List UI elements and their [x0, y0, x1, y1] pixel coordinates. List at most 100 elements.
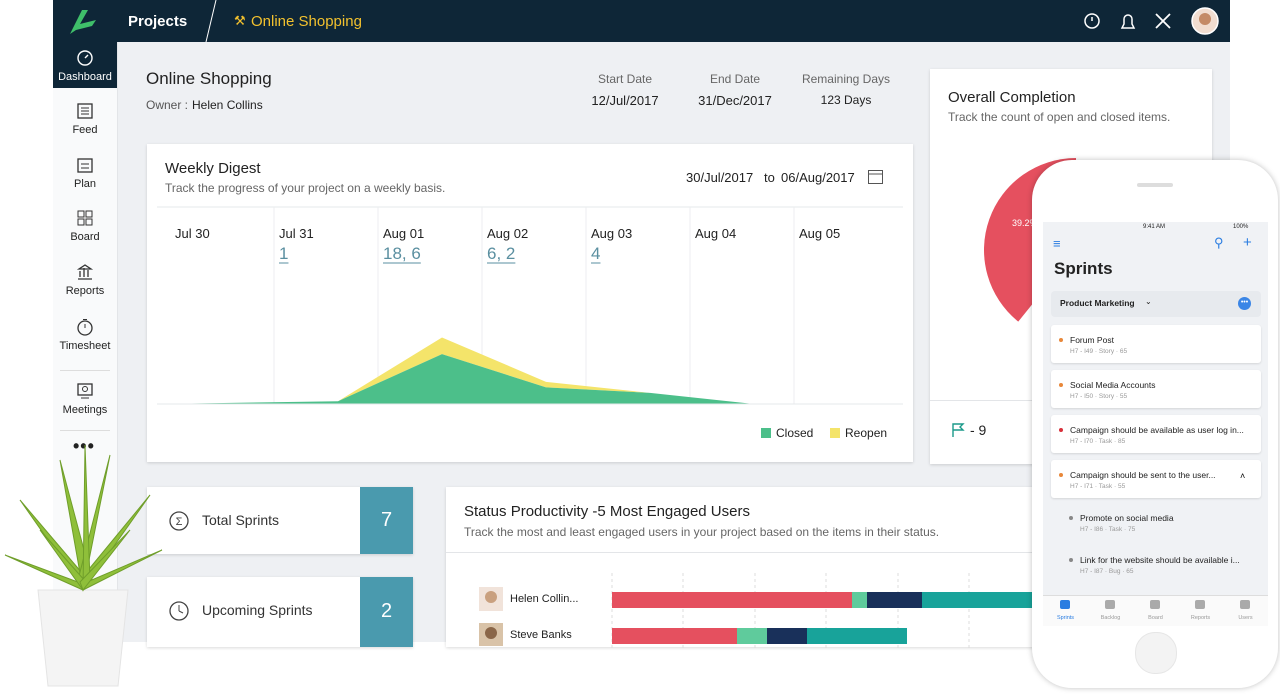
day-label: Aug 02 — [487, 226, 528, 241]
tab-label[interactable]: Sprints — [1056, 615, 1075, 621]
nav-label: Dashboard — [58, 71, 112, 83]
phone-item[interactable]: Promote on social media H7 - I86 · Task ·… — [1051, 503, 1261, 537]
more[interactable]: ••• — [73, 436, 95, 456]
nav-timesheet[interactable]: Timesheet — [53, 318, 117, 352]
nav-dashboard[interactable]: Dashboard — [53, 49, 117, 83]
item-title: Forum Post — [1070, 335, 1114, 345]
flag-count: - 9 — [970, 422, 987, 438]
svg-text:Σ: Σ — [176, 516, 183, 528]
status-segment — [612, 628, 737, 644]
day-count: 6, 2 — [487, 244, 515, 263]
home-button[interactable] — [1135, 632, 1177, 674]
range-from: 30/Jul/2017 — [686, 170, 754, 185]
filter-label: Product Marketing — [1060, 298, 1135, 308]
tab-label[interactable]: Users — [1238, 615, 1253, 621]
tab-label[interactable]: Reports — [1190, 615, 1211, 621]
owner-label: Owner : — [146, 98, 189, 112]
meta-kind: Bug — [1108, 568, 1121, 575]
nav-projects[interactable]: Projects — [128, 13, 188, 30]
phone-battery: 100% — [1233, 224, 1249, 230]
item-title: Social Media Accounts — [1070, 380, 1156, 390]
status-dot — [1059, 338, 1063, 342]
status-title: Status Productivity -5 Most Engaged User… — [464, 503, 750, 520]
status-chart — [611, 573, 1032, 648]
tab-icon[interactable] — [1060, 600, 1070, 609]
legend-label[interactable]: Reopen — [845, 426, 887, 440]
legend-label[interactable]: Closed — [776, 426, 813, 440]
tab-icon[interactable] — [1240, 600, 1250, 609]
status-segment — [867, 592, 922, 608]
phone-menu[interactable]: ≡ — [1053, 236, 1061, 251]
meta-kind: Story — [1098, 393, 1115, 400]
top-icons[interactable] — [1080, 8, 1180, 34]
nav-meetings[interactable]: Meetings — [53, 382, 117, 416]
nav-label: Meetings — [62, 404, 108, 416]
phone-item[interactable]: Link for the website should be available… — [1051, 545, 1261, 583]
meta-points: 65 — [1119, 348, 1128, 355]
day-label: Aug 04 — [695, 226, 736, 241]
meta-points: 75 — [1127, 526, 1136, 533]
range-sep: to — [764, 170, 775, 185]
phone-filter[interactable] — [1051, 291, 1261, 317]
nav-board[interactable]: Board — [53, 209, 117, 243]
meta-id: H7 - I87 — [1080, 568, 1104, 575]
phone-time: 9:41 AM — [1143, 224, 1166, 230]
nav-label: Board — [70, 231, 100, 243]
phone-item[interactable]: Forum Post H7 - I49 · Story · 65 — [1051, 325, 1261, 363]
item-meta: H7 - I87 · Bug · 65 — [1080, 568, 1134, 575]
phone-search[interactable]: ⚲ — [1214, 235, 1224, 250]
meta-points: 55 — [1119, 393, 1128, 400]
owner: Helen Collins — [192, 98, 263, 112]
meta-points: 65 — [1126, 568, 1134, 575]
item-meta: H7 - I71 · Task · 55 — [1070, 483, 1126, 490]
tab-label[interactable]: Backlog — [1100, 615, 1121, 621]
user-avatars — [479, 587, 503, 646]
stat-label: Upcoming Sprints — [202, 602, 313, 618]
tab-icon[interactable] — [1150, 600, 1160, 609]
status-segment — [612, 592, 852, 608]
nav-label: Reports — [65, 285, 105, 297]
top-bar — [53, 0, 1230, 42]
meta-id: H7 - I71 — [1070, 483, 1094, 490]
phone-item[interactable]: Campaign should be available as user log… — [1051, 415, 1261, 453]
tab-icon[interactable] — [1105, 600, 1115, 609]
tab-label[interactable]: Board — [1148, 615, 1163, 621]
item-meta: H7 - I70 · Task · 85 — [1070, 438, 1126, 445]
expand-icon[interactable]: ˄ — [1240, 471, 1246, 481]
nav-reports[interactable]: Reports — [53, 263, 117, 297]
area-closed — [160, 354, 858, 404]
calendar-icon[interactable] — [867, 168, 884, 185]
nav-feed[interactable]: Feed — [53, 102, 117, 136]
user-name: Helen Collin... — [510, 593, 579, 605]
end-label: End Date — [709, 72, 761, 86]
meta-kind: Story — [1098, 348, 1115, 355]
meta-id: H7 - I49 — [1070, 348, 1094, 355]
day-label: Aug 01 — [383, 226, 424, 241]
divider — [205, 0, 217, 42]
phone-item[interactable]: Social Media Accounts H7 - I50 · Story · … — [1051, 370, 1261, 408]
remaining-label: Remaining Days — [801, 72, 891, 86]
tab-icon[interactable] — [1195, 600, 1205, 609]
status-dot — [1059, 383, 1063, 387]
phone-item[interactable]: Campaign should be sent to the user... H7… — [1051, 460, 1261, 498]
meta-id: H7 - I50 — [1070, 393, 1094, 400]
item-meta: H7 - I50 · Story · 55 — [1070, 393, 1128, 400]
status-segment — [852, 592, 867, 608]
current-project[interactable]: Online Shopping — [251, 13, 362, 30]
start-date: 12/Jul/2017 — [591, 93, 659, 108]
avatar[interactable] — [1191, 7, 1219, 35]
pie-label: 39.2% — [1012, 218, 1038, 228]
logo[interactable] — [66, 6, 102, 36]
status-segment — [922, 592, 1032, 608]
nav-plan[interactable]: Plan — [53, 156, 117, 190]
status-dot — [1069, 516, 1073, 520]
day-count: 1 — [279, 244, 288, 263]
phone-add[interactable]: + — [1243, 234, 1252, 251]
item-meta: H7 - I49 · Story · 65 — [1070, 348, 1128, 355]
status-dot — [1059, 428, 1063, 432]
plant-decoration — [4, 444, 163, 687]
item-title: Campaign should be sent to the user... — [1070, 470, 1216, 480]
meta-kind: Task — [1098, 483, 1113, 490]
stat-value: 2 — [380, 600, 393, 622]
meta-kind: Task — [1098, 438, 1113, 445]
